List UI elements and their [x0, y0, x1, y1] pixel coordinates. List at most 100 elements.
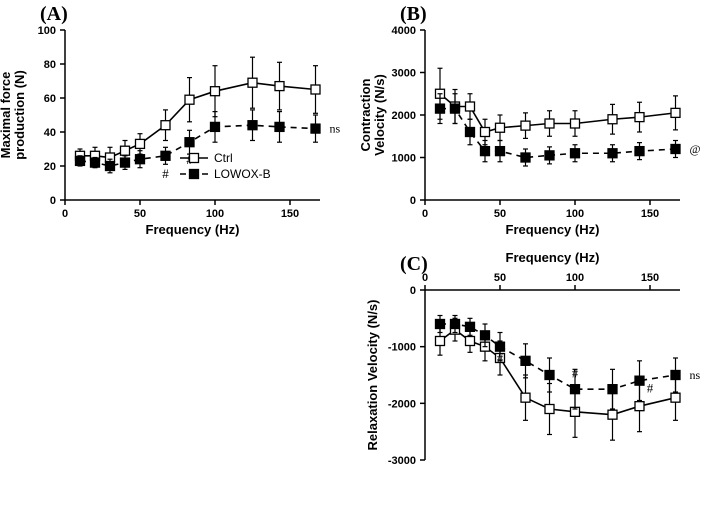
- ctrl-marker: [545, 405, 554, 414]
- x-tick-label: 50: [494, 272, 506, 284]
- lowox-marker: [571, 149, 580, 158]
- panel-label: (B): [400, 3, 427, 25]
- x-tick-label: 150: [641, 272, 659, 284]
- lowox-marker: [496, 147, 505, 156]
- ctrl-marker: [608, 410, 617, 419]
- annotation: @: [690, 142, 701, 156]
- lowox-marker: [481, 331, 490, 340]
- y-tick-label: 0: [410, 285, 416, 297]
- lowox-marker: [311, 124, 320, 133]
- panel-C: (C)050100150-3000-2000-10000Frequency (H…: [365, 250, 701, 467]
- x-tick-label: 50: [494, 208, 506, 220]
- lowox-marker: [451, 104, 460, 113]
- svg-text:Relaxation Velocity (N/s): Relaxation Velocity (N/s): [365, 300, 380, 451]
- x-tick-label: 100: [566, 272, 584, 284]
- x-tick-label: 0: [422, 272, 428, 284]
- ctrl-marker: [496, 123, 505, 132]
- legend-ctrl-label: Ctrl: [214, 151, 233, 165]
- y-tick-label: -2000: [388, 398, 416, 410]
- y-axis-label: Maximal forceproduction (N): [0, 70, 27, 160]
- lowox-marker: [161, 151, 170, 160]
- lowox-marker: [671, 145, 680, 154]
- hash-mark: #: [572, 365, 579, 380]
- annotation: ns: [330, 122, 341, 136]
- legend-lowox-marker: [190, 170, 199, 179]
- x-tick-label: 0: [422, 208, 428, 220]
- lowox-marker: [436, 104, 445, 113]
- ctrl-marker: [521, 121, 530, 130]
- lowox-marker: [521, 153, 530, 162]
- lowox-marker: [121, 158, 130, 167]
- lowox-marker: [521, 356, 530, 365]
- ctrl-marker: [136, 139, 145, 148]
- lowox-marker: [545, 151, 554, 160]
- lowox-marker: [635, 376, 644, 385]
- x-axis-label: Frequency (Hz): [506, 250, 600, 265]
- y-tick-label: 40: [44, 127, 56, 139]
- x-axis-label: Frequency (Hz): [146, 222, 240, 237]
- lowox-marker: [436, 320, 445, 329]
- ctrl-marker: [545, 119, 554, 128]
- ctrl-marker: [466, 102, 475, 111]
- lowox-marker: [248, 121, 257, 130]
- ctrl-marker: [671, 393, 680, 402]
- x-tick-label: 100: [566, 208, 584, 220]
- lowox-marker: [91, 158, 100, 167]
- x-axis-label: Frequency (Hz): [506, 222, 600, 237]
- ctrl-marker: [635, 113, 644, 122]
- ctrl-marker: [436, 337, 445, 346]
- lowox-marker: [76, 156, 85, 165]
- legend-ctrl-marker: [190, 154, 199, 163]
- y-tick-label: -3000: [388, 455, 416, 467]
- lowox-marker: [545, 371, 554, 380]
- panel-label: (A): [40, 3, 68, 25]
- y-tick-label: 3000: [392, 68, 416, 80]
- figure-svg: (A) 0 50 100 150 0 20 40 60 80 100 Frequency (Hz) Ma…: [0, 0, 709, 509]
- lowox-marker: [275, 122, 284, 131]
- y-tick-label: 20: [44, 161, 56, 173]
- ctrl-marker: [161, 121, 170, 130]
- y-tick-label: 80: [44, 59, 56, 71]
- ctrl-marker: [185, 95, 194, 104]
- ctrl-marker: [248, 78, 257, 87]
- legend-lowox-label: LOWOX-B: [214, 167, 271, 181]
- y-tick-label: 4000: [392, 25, 416, 37]
- lowox-marker: [136, 155, 145, 164]
- ctrl-marker: [608, 115, 617, 124]
- y-tick-label: 1000: [392, 153, 416, 165]
- ctrl-marker: [521, 393, 530, 402]
- lowox-marker: [466, 322, 475, 331]
- ctrl-marker: [211, 87, 220, 96]
- y-tick-label: 60: [44, 93, 56, 105]
- svg-text:Velocity (N/s): Velocity (N/s): [372, 74, 387, 156]
- svg-text:Contraction: Contraction: [358, 78, 373, 151]
- lowox-marker: [635, 147, 644, 156]
- ctrl-marker: [635, 402, 644, 411]
- legend: Ctrl LOWOX-B: [180, 151, 271, 181]
- hash-mark: #: [647, 380, 654, 395]
- x-tick-label: 150: [641, 208, 659, 220]
- y-axis-label: Relaxation Velocity (N/s): [365, 300, 380, 451]
- lowox-marker: [608, 149, 617, 158]
- ctrl-marker: [481, 128, 490, 137]
- hash-mark: #: [497, 350, 504, 365]
- y-tick-label: -1000: [388, 342, 416, 354]
- x-tick-label: 150: [281, 208, 299, 220]
- lowox-marker: [571, 385, 580, 394]
- ctrl-marker: [571, 119, 580, 128]
- y-tick-label: 100: [38, 25, 56, 37]
- y-tick-label: 0: [410, 195, 416, 207]
- panel-B: (B) 0 50 100 150 0 1000 2000 3000 4000 Frequency (…: [358, 3, 701, 237]
- lowox-marker: [481, 147, 490, 156]
- lowox-marker: [466, 128, 475, 137]
- panel-A: (A)050100150020406080100Frequency (Hz)Ma…: [0, 3, 341, 237]
- x-tick-label: 0: [62, 208, 68, 220]
- hash-mark: #: [162, 166, 169, 181]
- y-tick-label: 2000: [392, 110, 416, 122]
- lowox-marker: [608, 385, 617, 394]
- annotation: ns: [690, 368, 701, 382]
- ctrl-marker: [671, 108, 680, 117]
- x-tick-label: 100: [206, 208, 224, 220]
- ctrl-marker: [311, 85, 320, 94]
- lowox-marker: [185, 138, 194, 147]
